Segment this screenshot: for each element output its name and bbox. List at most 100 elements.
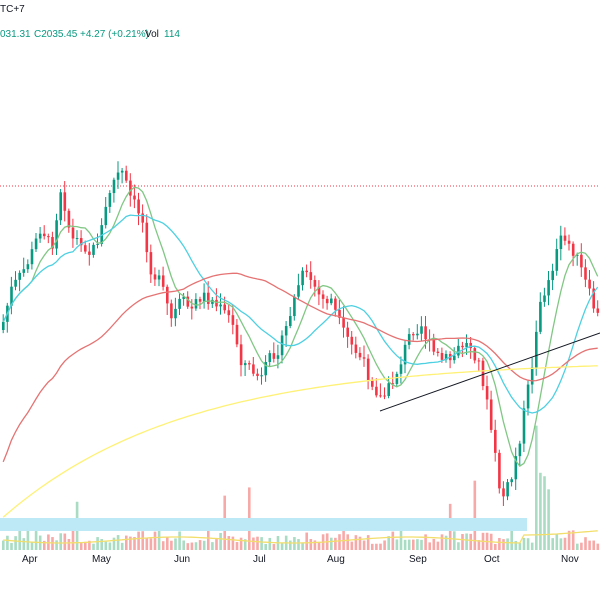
volume-bar (182, 540, 185, 550)
candle-body (71, 227, 75, 239)
volume-bar (272, 543, 276, 550)
candle-body (596, 308, 600, 313)
volume-bar (596, 543, 600, 550)
volume-bar (506, 538, 509, 550)
volume-bar (26, 530, 30, 550)
candle-body (584, 267, 587, 280)
x-axis-label-may: May (92, 554, 111, 565)
candle-body (526, 384, 530, 409)
candle-body (38, 233, 42, 239)
candle-body (116, 172, 120, 180)
volume-bar (207, 530, 210, 550)
volume-bar (141, 531, 144, 550)
volume-bar (67, 538, 71, 550)
volume-bar (354, 535, 358, 550)
candle-body (473, 348, 477, 361)
candle-body (211, 299, 214, 304)
volume-bar (375, 543, 378, 550)
x-axis-label-sep: Sep (409, 554, 427, 565)
candle-body (252, 364, 255, 374)
candle-body (338, 309, 341, 318)
price-change-value: +4.27 (+0.21%) (80, 29, 149, 40)
candle-body (47, 236, 50, 238)
candle-body (10, 286, 13, 306)
volume-bar (239, 537, 243, 550)
candle-body (243, 363, 247, 366)
candle-body (63, 192, 67, 211)
candle-body (264, 362, 267, 376)
volume-bar (170, 540, 173, 550)
volume-bar (153, 531, 157, 550)
volume-bar (96, 537, 99, 550)
volume-bar (129, 536, 132, 550)
candle-body (432, 339, 436, 352)
volume-bar (407, 539, 411, 550)
volume-bar (305, 532, 308, 550)
candle-body (235, 324, 239, 345)
x-axis-label-oct: Oct (484, 554, 500, 565)
candle-body (477, 360, 481, 362)
volume-bar (432, 538, 436, 550)
candle-body (547, 280, 550, 296)
candle-body (239, 344, 243, 366)
volume-bar (436, 541, 440, 550)
ma-medium-line (2, 214, 599, 414)
candle-body (22, 269, 26, 273)
volume-bar (539, 472, 542, 550)
volume-bar (18, 530, 21, 550)
volume-bar (338, 534, 341, 550)
candle-body (75, 238, 79, 240)
candle-body (383, 395, 386, 397)
candle-body (190, 306, 194, 309)
volume-bar (280, 543, 284, 550)
support-zone (0, 518, 527, 531)
volume-bar (219, 532, 222, 550)
candle-body (248, 363, 251, 365)
volume-bar (227, 536, 231, 550)
volume-bar (120, 542, 124, 550)
candle-body (100, 225, 103, 244)
candle-body (420, 326, 423, 334)
candle-body (92, 244, 95, 255)
candle-body (166, 286, 169, 304)
volume-bar (79, 542, 83, 550)
volume-bar (6, 535, 9, 550)
candle-body (354, 344, 358, 353)
volume-bar (559, 538, 563, 550)
candle-body (231, 315, 235, 325)
volume-bar (92, 543, 95, 550)
volume-bar (547, 489, 550, 550)
candle-body (120, 170, 124, 173)
volume-value: 114 (164, 29, 180, 40)
candle-body (256, 373, 259, 376)
volume-bar (477, 540, 481, 550)
volume-bar (297, 539, 300, 550)
volume-bar (211, 542, 214, 550)
x-axis-label-jun: Jun (174, 554, 191, 565)
candle-body (30, 249, 34, 265)
volume-bar (530, 542, 534, 550)
candle-body (272, 353, 276, 359)
volume-bar (420, 539, 423, 550)
candle-body (465, 342, 468, 348)
candle-body (84, 245, 87, 252)
x-axis-label-nov: Nov (561, 554, 579, 565)
candle-body (403, 344, 407, 365)
candle-body (198, 299, 202, 302)
x-axis-label-jul: Jul (253, 554, 266, 565)
volume-bar (518, 543, 522, 550)
candle-body (88, 251, 91, 255)
candle-body (43, 233, 46, 237)
candle-body (202, 292, 206, 302)
candle-body (436, 351, 440, 353)
candle-body (489, 399, 493, 430)
volume-bar (252, 537, 255, 550)
volume-bar (412, 539, 415, 550)
candle-body (289, 316, 292, 327)
volume-bar (346, 534, 349, 550)
volume-bar (55, 540, 58, 550)
candle-body (518, 443, 522, 457)
volume-bar (215, 539, 218, 550)
volume-bar (469, 533, 472, 550)
